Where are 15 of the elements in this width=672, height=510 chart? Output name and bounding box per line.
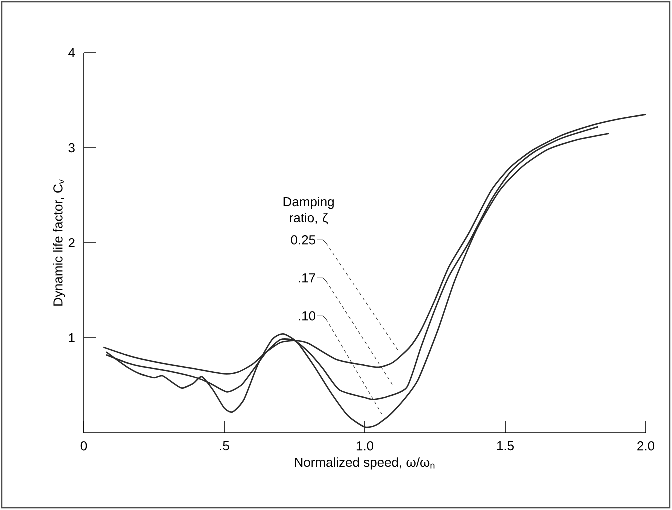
x-tick-label: 2.0	[638, 442, 655, 451]
y-tick-label: 2	[68, 238, 75, 248]
legend-title: Damping ratio, ζ	[284, 197, 334, 225]
y-tick-label: 3	[68, 143, 75, 153]
y-tick-label: 4	[68, 48, 76, 58]
y-tick-label: 1	[69, 334, 75, 342]
legend-label: .17	[299, 274, 316, 283]
y-axis-title: Dynamic life factor, C$_{v}$	[53, 180, 66, 306]
legend-label: .10	[299, 312, 316, 321]
x-tick-label: 0	[80, 442, 88, 451]
x-tick-label: 1.0	[356, 442, 374, 451]
x-tick-label: 1.5	[497, 442, 514, 451]
legend-label: 0.25	[291, 236, 316, 245]
x-tick-label: .5	[220, 442, 230, 451]
x-axis-title: Normalized speed, ω/ω$_{n}$	[295, 458, 435, 470]
